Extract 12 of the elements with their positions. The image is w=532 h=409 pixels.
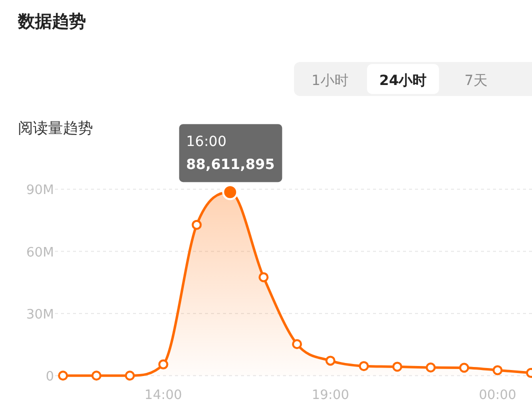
title: 数据趋势 (18, 12, 86, 32)
y-tick-label: 30M (26, 307, 54, 322)
y-tick-label: 0 (46, 370, 54, 385)
tabs: 1小时 24小时 7天 (294, 62, 532, 96)
y-tick-label: 60M (26, 245, 54, 260)
value-label: 16:00 88,611,895 (179, 124, 282, 182)
y-tick-label: 90M (26, 183, 54, 198)
data-label: 16:00 88,611,895 (186, 134, 275, 174)
x-tick-label: 19:00 (312, 388, 350, 403)
x-tick-label: 14:00 (144, 388, 182, 403)
x-tick-label: 00:00 (478, 388, 516, 403)
chart-subtitle: 阅读量趋势 (18, 119, 93, 137)
